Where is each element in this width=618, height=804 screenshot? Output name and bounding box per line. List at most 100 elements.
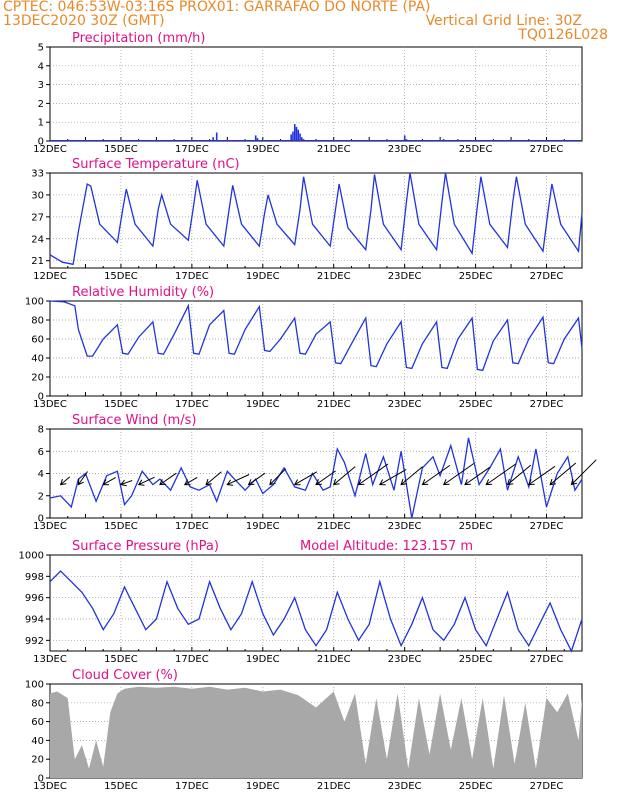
pres-xtick-label: 15DEC [104,654,138,665]
wind-xtick-label: 19DEC [246,521,280,532]
wind-xtick-label: 25DEC [459,521,493,532]
wind-vector [570,459,597,486]
rh-ytick-label: 20 [31,373,44,384]
cloud-ytick-label: 0 [38,774,44,785]
cloud-xtick-label: 23DEC [388,781,422,792]
precip-bar [295,126,298,141]
wind-vector [332,466,356,486]
rh-xtick-label: 17DEC [175,399,209,410]
wind-vector [485,463,516,486]
wind-vector [77,471,89,486]
pres-xtick-label: 17DEC [175,654,209,665]
precip-xtick-label: 23DEC [388,144,422,155]
precip-frame [49,46,583,142]
pres-xtick-label: 13DEC [33,654,67,665]
precip-ytick-label: 0 [38,137,44,148]
wind-vector [378,468,407,486]
wind-ytick-label: 2 [38,491,44,502]
pres-ytick-label: 994 [25,615,44,626]
pres-ytick-label: 998 [25,572,44,583]
wind-vector [226,474,250,486]
precip-bar [256,138,259,141]
cloud-ytick-label: 60 [31,717,44,728]
wind-vector [464,466,491,486]
cloud-title: Cloud Cover (%) [72,668,178,683]
temp-ytick-label: 30 [31,190,44,201]
cloud-xtick-label: 25DEC [459,781,493,792]
precip-bar [301,137,303,141]
pres-ytick-label: 996 [25,593,44,604]
wind-vector [549,462,577,486]
rh-xtick-label: 23DEC [388,399,422,410]
temp-xtick-label: 27DEC [530,271,564,282]
rh-title: Relative Humidity (%) [72,285,214,300]
rh-ytick-label: 40 [31,354,44,365]
temp-xtick-label: 17DEC [175,271,209,282]
wind-vector [442,463,475,486]
precip-xtick-label: 19DEC [246,144,280,155]
temp-xtick-label: 15DEC [104,271,138,282]
rh-xtick-label: 19DEC [246,399,280,410]
wind-vector [400,466,423,486]
rh-xtick-label: 13DEC [33,399,67,410]
wind-vector [506,464,532,486]
cloud-ytick-label: 40 [31,736,44,747]
wind-ytick-label: 8 [38,425,44,436]
wind-vector [269,468,287,486]
temp-xtick-label: 12DEC [33,271,67,282]
temp-xtick-label: 23DEC [388,271,422,282]
temp-ytick-label: 33 [31,169,44,180]
wind-vector [293,471,318,486]
rh-xtick-label: 25DEC [459,399,493,410]
rh-frame [49,300,583,397]
temp-line [49,172,583,266]
wind-xtick-label: 17DEC [175,521,209,532]
header: CPTEC: 046:53W-03:16S PROX01: GARRAFAO D… [0,0,618,42]
rh-ytick-label: 100 [25,297,44,308]
pres-xtick-label: 25DEC [459,654,493,665]
wind-vector [119,479,133,487]
wind-xtick-label: 23DEC [388,521,422,532]
wind-vector [183,476,198,486]
pres-xtick-label: 21DEC [317,654,351,665]
cloud-xtick-label: 17DEC [175,781,209,792]
temp-ytick-label: 27 [31,212,44,223]
wind-vector [421,464,451,486]
header-station-line: CPTEC: 046:53W-03:16S PROX01: GARRAFAO D… [3,0,431,15]
precip-bar [254,135,257,141]
temp-xtick-label: 21DEC [317,271,351,282]
wind-title: Surface Wind (m/s) [72,413,196,428]
header-model-id: TQ0126L028 [518,27,608,43]
cloud-ytick-label: 80 [31,698,44,709]
cloud-area [50,686,582,778]
cloud-xtick-label: 21DEC [317,781,351,792]
pres-ytick-label: 1000 [19,551,44,562]
wind-vector [357,463,389,486]
precip-xtick-label: 25DEC [459,144,493,155]
wind-xtick-label: 15DEC [104,521,138,532]
wind-xtick-label: 13DEC [33,521,67,532]
header-grid-line-note: Vertical Grid Line: 30Z [425,13,582,29]
precip-bar [293,124,296,141]
cloud-xtick-label: 13DEC [33,781,67,792]
precip-xtick-label: 12DEC [33,144,67,155]
precip-ytick-label: 1 [38,118,44,129]
header-date-line: 13DEC2020 30Z (GMT) [3,13,165,29]
rh-xtick-label: 15DEC [104,399,138,410]
rh-xtick-label: 21DEC [317,399,351,410]
rh-ytick-label: 0 [38,392,44,403]
temp-xtick-label: 25DEC [459,271,493,282]
rh-line [49,300,583,372]
precip-title: Precipitation (mm/h) [72,31,205,46]
precip-xtick-label: 21DEC [317,144,351,155]
wind-xtick-label: 27DEC [530,521,564,532]
rh-ytick-label: 60 [31,335,44,346]
cloud-xtick-label: 19DEC [246,781,280,792]
wind-ytick-label: 4 [38,469,44,480]
temp-title: Surface Temperature (nC) [72,157,240,172]
wind-vector [315,470,336,486]
precip-ytick-label: 2 [38,99,44,110]
pres-frame [49,554,583,652]
